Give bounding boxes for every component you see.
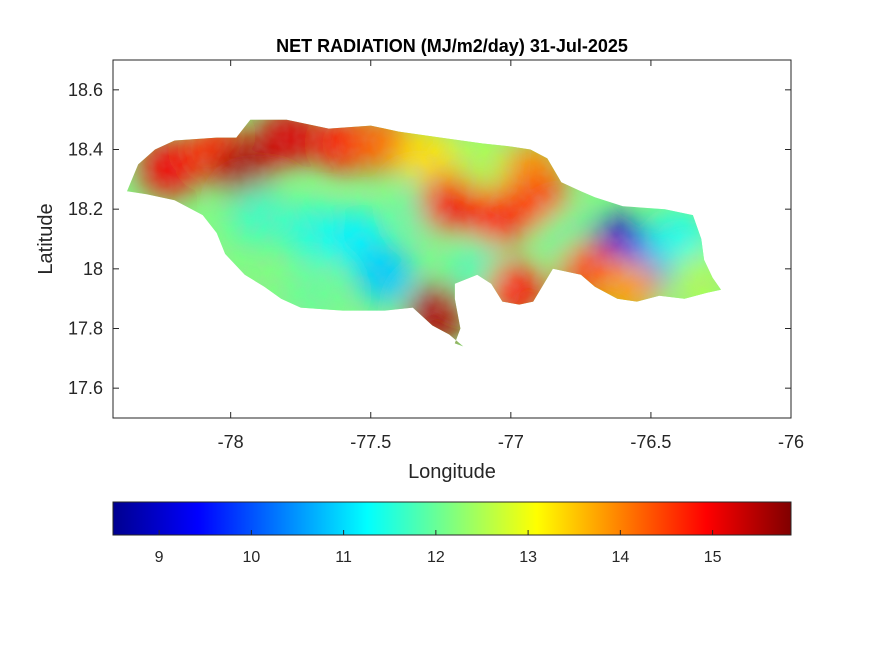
x-axis-ticks: -78 -77.5 -77 -76.5 -76 bbox=[218, 60, 804, 452]
y-tick-label: 17.6 bbox=[68, 378, 103, 398]
colorbar-tick-label: 10 bbox=[242, 549, 260, 566]
colorbar-tick-label: 15 bbox=[704, 549, 722, 566]
x-axis-label: Longitude bbox=[408, 461, 496, 483]
colorbar-tick-label: 9 bbox=[155, 549, 164, 566]
colorbar-tick-label: 14 bbox=[611, 549, 629, 566]
y-tick-label: 18 bbox=[83, 259, 103, 279]
x-tick-label: -76 bbox=[778, 432, 804, 452]
y-tick-label: 17.8 bbox=[68, 319, 103, 339]
colorbar-tick-label: 11 bbox=[335, 549, 352, 566]
y-tick-label: 18.6 bbox=[68, 80, 103, 100]
y-axis-label: Latitude bbox=[35, 203, 57, 274]
y-axis-ticks: 17.6 17.8 18 18.2 18.4 18.6 bbox=[68, 80, 791, 398]
y-tick-label: 18.2 bbox=[68, 199, 103, 219]
x-tick-label: -76.5 bbox=[630, 432, 671, 452]
colorbar-tick-label: 12 bbox=[427, 549, 445, 566]
chart-title: NET RADIATION (MJ/m2/day) 31-Jul-2025 bbox=[276, 36, 628, 56]
x-tick-label: -77.5 bbox=[350, 432, 391, 452]
x-tick-label: -77 bbox=[498, 432, 524, 452]
colorbar-ticks: 9 10 11 12 13 14 15 bbox=[155, 530, 722, 566]
x-tick-label: -78 bbox=[218, 432, 244, 452]
colorbar bbox=[112, 501, 792, 536]
colorbar-tick-label: 13 bbox=[519, 549, 537, 566]
y-tick-label: 18.4 bbox=[68, 140, 103, 160]
